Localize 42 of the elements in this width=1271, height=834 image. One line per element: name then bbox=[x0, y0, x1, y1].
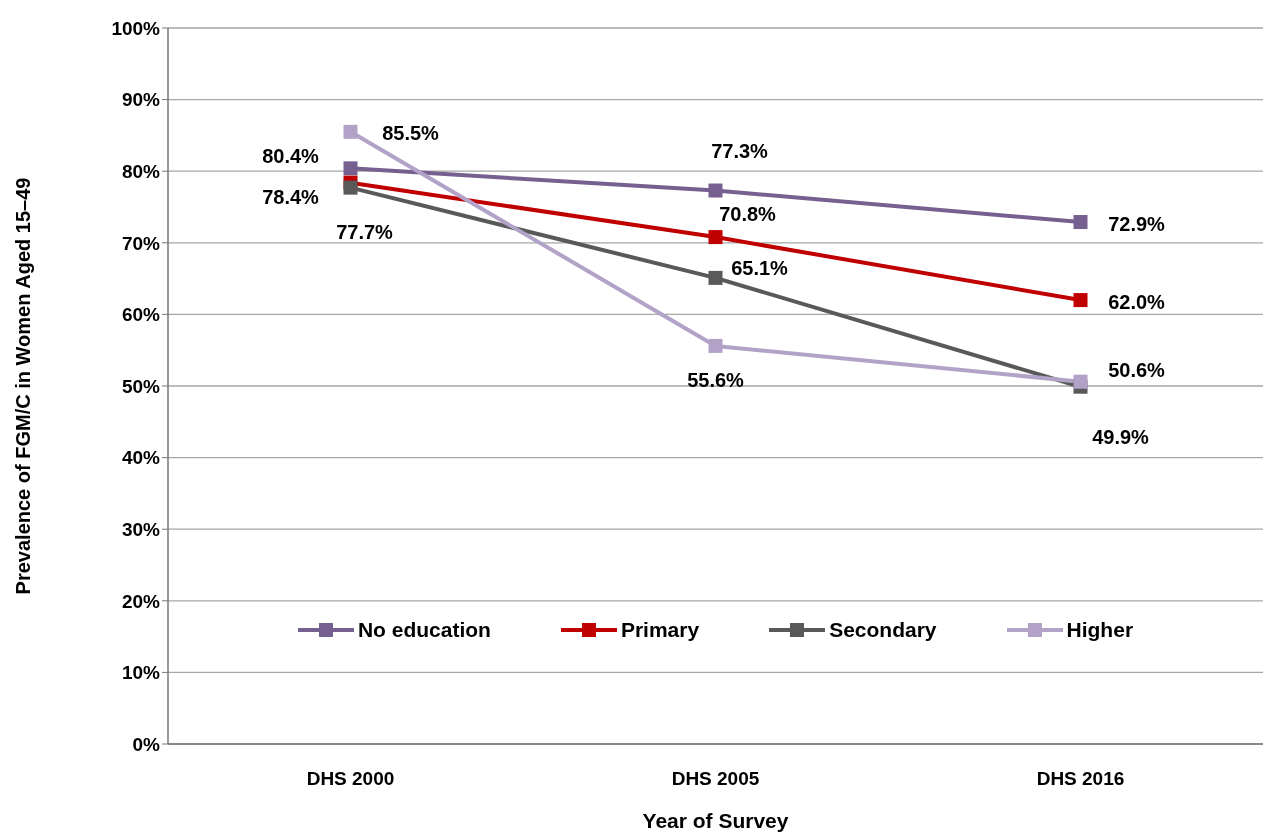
legend-label: Higher bbox=[1066, 618, 1134, 642]
y-tick-label: 30% bbox=[121, 518, 161, 540]
data-label: 65.1% bbox=[731, 256, 789, 279]
y-tick-label: 10% bbox=[121, 662, 161, 684]
y-tick-label: 20% bbox=[121, 590, 161, 612]
point bbox=[343, 180, 358, 195]
x-tick-label: DHS 2000 bbox=[306, 768, 395, 790]
y-tick-label: 80% bbox=[121, 160, 161, 182]
point bbox=[343, 124, 358, 139]
data-label: 80.4% bbox=[262, 145, 320, 168]
point bbox=[343, 161, 358, 176]
y-tick-label: 0% bbox=[132, 733, 161, 755]
y-tick-label: 40% bbox=[121, 447, 161, 469]
data-label: 77.7% bbox=[336, 220, 394, 243]
legend-label: Secondary bbox=[829, 618, 937, 642]
legend-label: No education bbox=[357, 618, 491, 642]
x-tick-label: DHS 2005 bbox=[671, 768, 760, 790]
data-label: 77.3% bbox=[711, 139, 769, 162]
y-tick-label: 100% bbox=[111, 17, 161, 39]
point bbox=[708, 230, 723, 245]
point bbox=[1073, 215, 1088, 230]
data-label: 85.5% bbox=[382, 121, 440, 144]
data-label: 78.4% bbox=[262, 185, 320, 208]
x-tick-label: DHS 2016 bbox=[1036, 768, 1125, 790]
point bbox=[708, 183, 723, 198]
data-label: 70.8% bbox=[719, 203, 777, 226]
y-axis-title: Prevalence of FGM/C in Women Aged 15–49 bbox=[12, 177, 35, 595]
y-tick-label: 50% bbox=[121, 375, 161, 397]
point bbox=[708, 270, 723, 285]
x-axis-title: Year of Survey bbox=[642, 809, 789, 832]
legend-label: Primary bbox=[620, 618, 700, 642]
y-tick-label: 60% bbox=[121, 304, 161, 326]
data-label: 50.6% bbox=[1108, 358, 1166, 381]
data-label: 49.9% bbox=[1092, 425, 1150, 448]
data-label: 62.0% bbox=[1108, 291, 1166, 314]
point bbox=[1073, 374, 1088, 389]
point bbox=[708, 338, 723, 353]
y-tick-label: 90% bbox=[121, 89, 161, 111]
point bbox=[1073, 293, 1088, 308]
y-tick-label: 70% bbox=[121, 232, 161, 254]
data-label: 72.9% bbox=[1108, 213, 1166, 236]
data-label: 55.6% bbox=[687, 368, 745, 391]
